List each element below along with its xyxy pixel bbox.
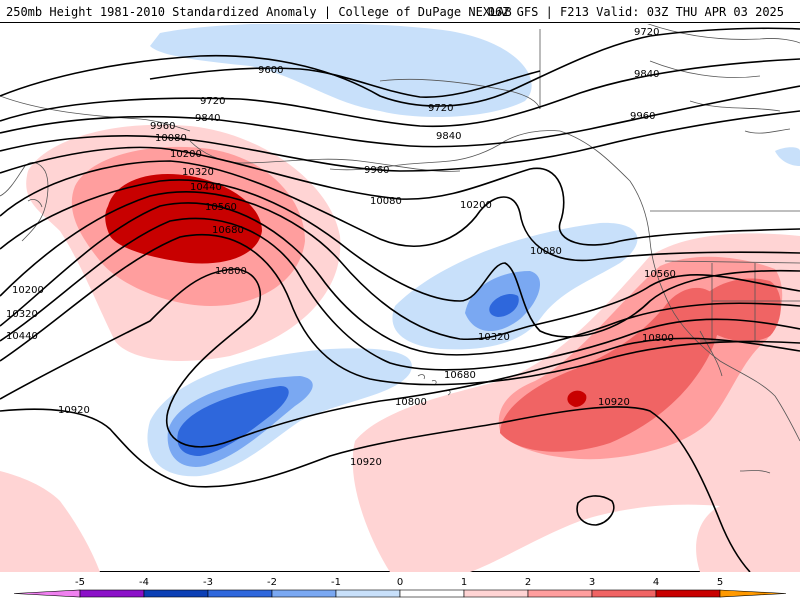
colorbar-tick-label: 2	[525, 577, 531, 588]
colorbar-segment	[399, 589, 465, 598]
contour-label: 10800	[642, 333, 674, 344]
coastline	[379, 78, 541, 110]
colorbar-segment	[79, 589, 145, 598]
contour-9600	[149, 67, 541, 98]
coastline	[0, 161, 49, 242]
colorbar-bar	[13, 589, 787, 598]
anomaly-area-pos-3	[698, 278, 781, 342]
contour-label: 10800	[395, 397, 427, 408]
colorbar-tick-label: -3	[203, 577, 213, 588]
contour-label: 9720	[634, 27, 659, 38]
contour-10320	[0, 191, 800, 341]
coastline	[649, 60, 761, 78]
coastline	[559, 130, 800, 442]
contour-label: 9840	[436, 131, 461, 142]
contour-label: 10080	[155, 133, 187, 144]
coastline	[689, 100, 781, 112]
contour-label: 9960	[630, 111, 655, 122]
colorbar-tick-label: -2	[267, 577, 277, 588]
contour-10200	[0, 160, 800, 262]
contour-label: 10320	[478, 332, 510, 343]
colorbar-segment	[271, 589, 337, 598]
contour-label: 10920	[598, 397, 630, 408]
anomaly-area-pos-4	[567, 390, 587, 407]
contour-9720b	[0, 58, 800, 128]
contour-label: 10200	[12, 285, 44, 296]
colorbar-tick-label: -5	[75, 577, 85, 588]
colorbar-segment	[591, 589, 657, 598]
colorbar-tick-label: -1	[331, 577, 341, 588]
contour-label: 10680	[444, 370, 476, 381]
contour-label: 9960	[364, 165, 389, 176]
model-run-info: 06Z GFS | F213 Valid: 03Z THU APR 03 202…	[487, 5, 784, 19]
contour-label: 9840	[634, 69, 659, 80]
map-title: 250mb Height 1981-2010 Standardized Anom…	[6, 5, 512, 19]
map-header: 250mb Height 1981-2010 Standardized Anom…	[0, 0, 800, 22]
colorbar-tick-labels: -5 -4 -3 -2 -1 0 1 2 3 4 5	[75, 577, 723, 588]
anomaly-area-neg-3	[489, 294, 519, 317]
contour-label: 10560	[205, 202, 237, 213]
colorbar-tick-label: -4	[139, 577, 149, 588]
contour-10200b	[0, 179, 800, 338]
coastline	[329, 130, 561, 171]
contour-10800	[0, 268, 800, 448]
colorbar-tick-label: 3	[589, 577, 595, 588]
contour-label: 10320	[6, 309, 38, 320]
colorbar-segment	[335, 589, 401, 598]
anomaly-area-neg-1	[150, 24, 532, 117]
colorbar-segment	[143, 589, 209, 598]
coastline	[744, 128, 791, 134]
contour-label: 10080	[530, 246, 562, 257]
colorbar-segment	[13, 589, 81, 598]
coastline	[27, 199, 43, 208]
state-border	[650, 210, 800, 342]
contour-label: 10080	[370, 196, 402, 207]
contour-10920	[0, 406, 751, 572]
colorbar-tick-label: 0	[397, 577, 403, 588]
colorbar-tick-label: 4	[653, 577, 659, 588]
contour-label: 10560	[644, 269, 676, 280]
anomaly-area-pos-3	[500, 287, 721, 452]
coastline	[647, 24, 800, 44]
contour-label: 10440	[6, 331, 38, 342]
contour-label: 9600	[258, 65, 283, 76]
colorbar-segment	[463, 589, 529, 598]
contour-label: 9720	[428, 103, 453, 114]
contour-label: 10200	[460, 200, 492, 211]
contour-10920-closed	[576, 495, 615, 526]
colorbar-tick-label: 5	[717, 577, 723, 588]
contour-label: 10680	[212, 225, 244, 236]
contour-label: 9840	[195, 113, 220, 124]
contour-label: 10920	[350, 457, 382, 468]
colorbar-segment	[207, 589, 273, 598]
contour-label: 10440	[190, 182, 222, 193]
contour-labels: 9600 9720 9720 9720 9840 9840 9840 9960 …	[6, 27, 676, 468]
contour-10680	[0, 234, 800, 386]
contour-label: 10200	[170, 149, 202, 160]
island	[739, 470, 771, 474]
contour-label: 9720	[200, 96, 225, 107]
contour-label: 9960	[150, 121, 175, 132]
anomaly-colorbar: -5 -4 -3 -2 -1 0 1 2 3 4 5	[13, 577, 787, 598]
colorbar-tick-label: 1	[461, 577, 467, 588]
colorbar-segment	[719, 589, 787, 598]
coastline	[0, 95, 191, 132]
anomaly-area-neg-3	[177, 386, 289, 456]
colorbar-segment	[655, 589, 721, 598]
anomaly-area-pos-1	[0, 471, 100, 572]
contour-9840	[0, 85, 800, 148]
contour-label: 10320	[182, 167, 214, 178]
colorbar-segment	[527, 589, 593, 598]
contour-10560	[0, 217, 800, 371]
contour-label: 10920	[58, 405, 90, 416]
contour-10440	[0, 202, 800, 356]
contour-9720	[0, 27, 800, 107]
contour-label: 10800	[215, 266, 247, 277]
anomaly-area-neg-1	[775, 147, 800, 166]
coastline	[699, 330, 723, 377]
map-panel: 9600 9720 9720 9720 9840 9840 9840 9960 …	[0, 22, 800, 572]
contour-9960	[0, 110, 800, 172]
anomaly-map: 9600 9720 9720 9720 9840 9840 9840 9960 …	[0, 24, 800, 572]
contour-10080	[0, 146, 800, 246]
